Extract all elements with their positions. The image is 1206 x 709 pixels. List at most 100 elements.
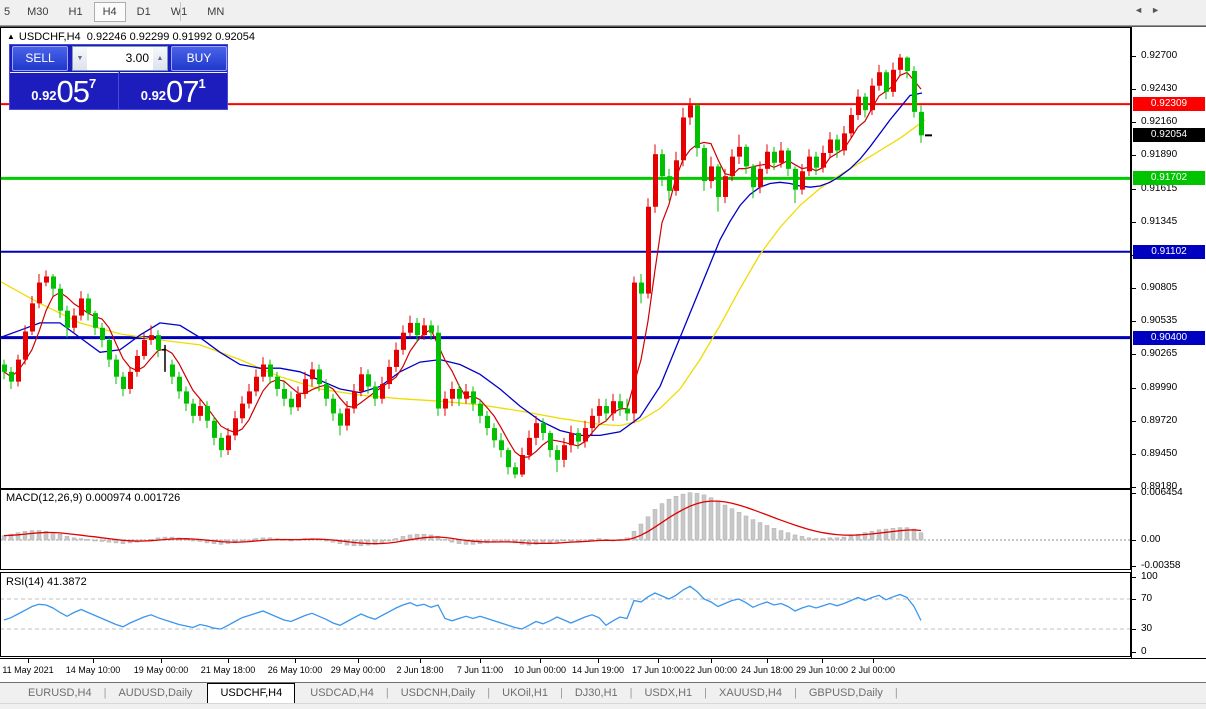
macd-hist-bar: [848, 535, 854, 541]
macd-hist-bar: [92, 539, 98, 542]
candle-body: [457, 388, 462, 399]
candle-body: [317, 369, 322, 385]
chart-tab-usdchf[interactable]: USDCHF,H4: [207, 683, 296, 704]
chart-tab-audusd[interactable]: AUDUSD,Daily: [118, 687, 193, 699]
chart-tab-ukoil[interactable]: UKOil,H1: [502, 687, 548, 699]
macd-hist-bar: [673, 496, 679, 541]
tab-separator: |: [894, 687, 898, 699]
macd-hist-bar: [631, 531, 637, 541]
candle-body: [415, 322, 420, 336]
tab-scroll-left-icon[interactable]: ◄: [1134, 5, 1152, 15]
chart-symbol-period: USDCHF,H4: [18, 31, 81, 43]
candle-body: [702, 148, 707, 182]
candle-body: [870, 85, 875, 111]
candle-body: [632, 282, 637, 414]
candle-body: [114, 359, 119, 377]
collapse-panel-icon[interactable]: ▲: [7, 32, 15, 41]
timeframe-button-mn[interactable]: MN: [207, 6, 225, 18]
time-axis[interactable]: 11 May 2021 14 May 10:00 19 May 00:00 21 Ma…: [0, 658, 1206, 683]
candle-body: [37, 282, 42, 304]
chart-tab-eurusd[interactable]: EURUSD,H4: [28, 687, 92, 699]
candle-body: [471, 391, 476, 404]
chart-tab-gbpusd[interactable]: GBPUSD,Daily: [808, 687, 883, 699]
one-click-trading-panel: SELL ▼ 3.00 ▲ BUY 0.92057 0.92071: [9, 44, 228, 110]
candle-body: [597, 406, 602, 416]
candle-body: [660, 154, 665, 177]
macd-hist-bar: [911, 528, 917, 541]
timeframe-button-h1[interactable]: H1: [68, 6, 83, 18]
price-axis[interactable]: 0.92700 0.92430 0.92160 0.91890 0.91615 0.913…: [1131, 27, 1206, 658]
candle-body: [100, 327, 105, 341]
timeframe-buttons: 5 M30 H1 H4 D1 W1 MN: [0, 1, 234, 23]
macd-hist-bar: [29, 530, 35, 541]
macd-hist-bar: [799, 536, 805, 541]
macd-hist-bar: [904, 527, 910, 541]
macd-hist-bar: [554, 539, 560, 543]
macd-hist-bar: [1, 535, 7, 541]
candle-body: [709, 166, 714, 182]
price-tick-label: 0.90805: [1141, 282, 1178, 294]
candle-body: [681, 117, 686, 161]
current-price-badge: 0.92054: [1133, 128, 1205, 143]
candle-body: [730, 156, 735, 177]
macd-hist-bar: [547, 539, 553, 544]
candle-body: [233, 418, 238, 436]
candle-body: [835, 139, 840, 151]
candle-body: [576, 432, 581, 442]
candle-body: [422, 325, 427, 336]
macd-hist-bar: [232, 539, 238, 544]
chart-tab-dj30[interactable]: DJ30,H1: [574, 687, 618, 699]
candle-body: [184, 391, 189, 404]
macd-hist-bar: [78, 538, 84, 541]
tab-separator: |: [487, 687, 491, 699]
lot-size-input[interactable]: 3.00: [87, 47, 153, 70]
rsi-label: RSI(14) 41.3872: [6, 576, 87, 588]
chart-tab-usdcad[interactable]: USDCAD,H4: [310, 687, 374, 699]
candle-body: [695, 105, 700, 149]
candle-body: [688, 105, 693, 118]
timeframe-button-d1[interactable]: D1: [136, 6, 151, 18]
price-badge-0.91702: 0.91702: [1133, 171, 1205, 186]
time-axis-label: 7 Jun 11:00: [456, 665, 504, 675]
candle-body: [625, 408, 630, 414]
chart-tab-usdcnh[interactable]: USDCNH,Daily: [400, 687, 476, 699]
rsi-tick-label: 0: [1141, 645, 1147, 657]
macd-hist-bar: [71, 537, 77, 541]
sell-button[interactable]: SELL: [12, 46, 68, 71]
price-tick-label: 0.92700: [1141, 50, 1178, 62]
sell-price-display[interactable]: 0.92057: [10, 72, 119, 109]
timeframe-button-h4[interactable]: H4: [93, 2, 126, 22]
macd-hist-bar: [778, 530, 784, 541]
timeframe-button-w1[interactable]: W1: [170, 6, 188, 18]
timeframe-button-5[interactable]: 5: [4, 6, 11, 18]
macd-hist-bar: [470, 539, 476, 545]
rsi-indicator-pane[interactable]: [0, 572, 1131, 657]
candle-body: [275, 376, 280, 389]
candle-body: [177, 376, 182, 392]
buy-price-display[interactable]: 0.92071: [119, 72, 227, 109]
candle-body: [268, 364, 273, 377]
chart-tab-xauusd[interactable]: XAUUSD,H4: [719, 687, 782, 699]
candle-body: [646, 206, 651, 294]
lot-decrease-icon[interactable]: ▼: [73, 47, 87, 70]
candle-body: [9, 371, 14, 382]
macd-hist-bar: [533, 539, 539, 545]
main-price-chart[interactable]: [0, 27, 1131, 489]
chart-tab-usdx[interactable]: USDX,H1: [644, 687, 693, 699]
price-tick-label: 0.89990: [1141, 381, 1178, 393]
tab-separator: |: [559, 687, 563, 699]
tab-scroll-right-icon[interactable]: ►: [1151, 5, 1168, 15]
lot-increase-icon[interactable]: ▲: [153, 47, 167, 70]
tab-separator: |: [794, 687, 797, 699]
candle-body: [478, 403, 483, 416]
candle-body: [779, 150, 784, 163]
macd-hist-bar: [393, 538, 399, 541]
buy-button[interactable]: BUY: [171, 46, 227, 71]
macd-indicator-pane[interactable]: [0, 489, 1131, 570]
timeframe-button-m30[interactable]: M30: [27, 6, 49, 18]
macd-hist-bar: [820, 538, 826, 541]
candle-body: [506, 450, 511, 468]
candle-body: [492, 428, 497, 441]
macd-hist-bar: [813, 538, 819, 541]
price-tick-label: 0.89180: [1141, 480, 1178, 492]
